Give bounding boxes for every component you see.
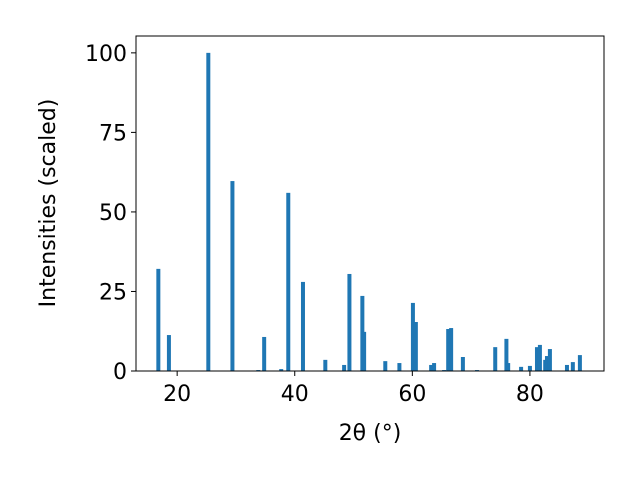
bar xyxy=(342,364,347,371)
x-tick-label: 60 xyxy=(398,382,426,407)
y-tick-label: 50 xyxy=(99,201,127,226)
bar xyxy=(262,336,267,371)
y-axis-label: Intensities (scaled) xyxy=(36,99,61,308)
bar xyxy=(527,365,532,371)
bar xyxy=(286,192,291,371)
x-axis-label: 2θ (°) xyxy=(339,421,402,446)
bar xyxy=(460,357,465,371)
bar xyxy=(432,363,437,371)
bar xyxy=(410,302,415,371)
bar xyxy=(537,344,542,371)
bar xyxy=(570,362,575,371)
bar xyxy=(397,363,402,371)
bar xyxy=(300,281,305,371)
plot-area xyxy=(156,52,582,371)
bar xyxy=(446,329,451,371)
bar xyxy=(506,363,511,371)
bar xyxy=(449,328,454,371)
x-tick-label: 80 xyxy=(516,382,544,407)
y-tick-label: 0 xyxy=(113,360,127,385)
bar xyxy=(279,369,284,371)
y-tick-label: 100 xyxy=(85,42,127,67)
axes-frame xyxy=(135,35,605,372)
bar xyxy=(230,181,235,371)
bar xyxy=(383,361,388,371)
bar xyxy=(206,52,211,371)
bar xyxy=(519,366,524,371)
y-tick-label: 75 xyxy=(99,121,127,146)
bar xyxy=(544,356,549,371)
bar xyxy=(493,347,498,371)
bar xyxy=(323,359,328,371)
bar xyxy=(166,335,171,371)
bar xyxy=(564,364,569,371)
bar xyxy=(362,331,367,371)
bar xyxy=(534,347,539,371)
bar xyxy=(547,349,552,371)
x-tick-label: 20 xyxy=(163,382,191,407)
bar xyxy=(577,355,582,371)
bar xyxy=(429,364,434,371)
bar xyxy=(156,268,161,371)
bar xyxy=(347,273,352,371)
y-tick-label: 25 xyxy=(99,280,127,305)
bar xyxy=(504,338,509,371)
x-tick-label: 40 xyxy=(281,382,309,407)
bar xyxy=(413,322,418,371)
